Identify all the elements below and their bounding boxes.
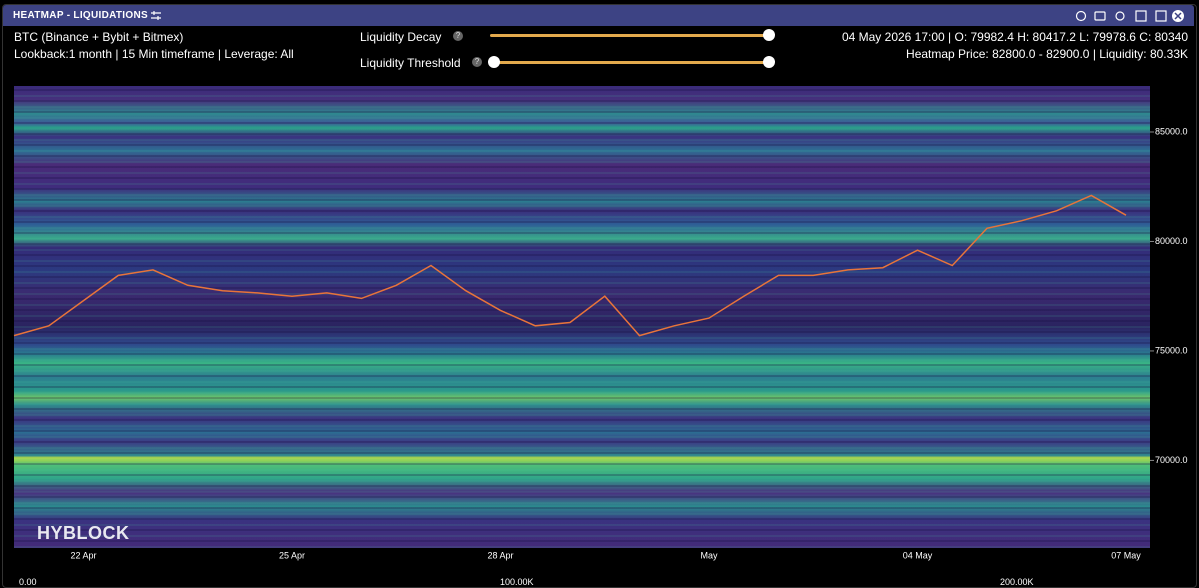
x-tick-label: 07 May xyxy=(1111,550,1141,560)
help-icon[interactable]: ? xyxy=(472,57,482,67)
y-tick-label: 85000.0 xyxy=(1155,126,1188,136)
y-tick-label: 80000.0 xyxy=(1155,236,1188,246)
panel-header: HEATMAP - LIQUIDATIONS xyxy=(3,5,1194,26)
y-tick-label: 70000.0 xyxy=(1155,455,1188,465)
control-label: Liquidity Decay xyxy=(360,30,442,44)
slider-knob[interactable] xyxy=(763,29,775,41)
y-tick-label: 75000.0 xyxy=(1155,345,1188,355)
x-tick-label: 28 Apr xyxy=(487,550,513,560)
watermark: HYBLOCK xyxy=(37,523,130,543)
x-tick-label: May xyxy=(700,550,718,560)
control-label: Liquidity Threshold xyxy=(360,56,461,70)
panel-title: HEATMAP - LIQUIDATIONS xyxy=(13,10,148,21)
slider-track[interactable] xyxy=(492,61,770,64)
slider-track[interactable] xyxy=(490,34,770,37)
heatmap-info: Heatmap Price: 82800.0 - 82900.0 | Liqui… xyxy=(906,47,1188,61)
pair-info: BTC (Binance + Bybit + Bitmex) xyxy=(14,30,184,44)
refresh-icon[interactable] xyxy=(1075,10,1087,22)
expand-icon[interactable] xyxy=(1155,10,1167,22)
header-icons xyxy=(151,10,1184,22)
gear-icon[interactable] xyxy=(1115,11,1125,21)
save-icon[interactable] xyxy=(1135,10,1147,22)
slider-knob[interactable] xyxy=(763,56,775,68)
liquidity-scale-label: 100.00K xyxy=(500,577,534,587)
x-tick-label: 25 Apr xyxy=(279,550,305,560)
ohlc-info: 04 May 2026 17:00 | O: 79982.4 H: 80417.… xyxy=(841,30,1188,44)
price-line xyxy=(13,194,1127,337)
x-tick-label: 22 Apr xyxy=(70,550,96,560)
heatmap xyxy=(14,86,1150,548)
slider-knob[interactable] xyxy=(488,56,500,68)
help-icon[interactable]: ? xyxy=(453,31,463,41)
settings-icon[interactable] xyxy=(151,11,161,20)
close-x xyxy=(1174,12,1182,20)
x-tick-label: 04 May xyxy=(903,550,933,560)
settings-info: Lookback:1 month | 15 Min timeframe | Le… xyxy=(14,47,294,61)
liquidity-scale-label: 0.00 xyxy=(19,577,37,587)
liquidity-scale-label: 200.00K xyxy=(1000,577,1034,587)
camera-icon[interactable] xyxy=(1094,11,1106,21)
